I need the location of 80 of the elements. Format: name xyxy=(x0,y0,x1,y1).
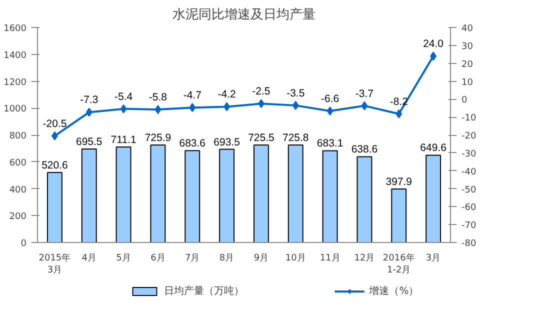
point xyxy=(361,101,368,110)
bar xyxy=(356,156,372,242)
data-label: 693.5 xyxy=(214,136,240,148)
data-label: 520.6 xyxy=(42,160,68,172)
data-label: -4.2 xyxy=(218,88,236,101)
data-label: 725.8 xyxy=(282,132,309,144)
x-tick-label: 4月 xyxy=(82,254,96,264)
data-label: 695.5 xyxy=(76,136,102,148)
y2-tick-label: -80 xyxy=(462,239,476,249)
x-tick-label: 10月 xyxy=(285,254,306,264)
y-tick-label: 0 xyxy=(20,239,27,249)
bar xyxy=(150,144,166,242)
y-tick-label: 1000 xyxy=(4,104,27,115)
data-label: 725.9 xyxy=(144,132,172,144)
y2-tick-label: 20 xyxy=(462,60,474,70)
data-label: 725.5 xyxy=(248,132,275,144)
y2-tick-label: -10 xyxy=(462,114,476,124)
y-tick-label: 1400 xyxy=(4,50,27,61)
point xyxy=(86,108,92,117)
data-label: 638.6 xyxy=(351,144,378,156)
bar xyxy=(288,144,304,242)
legend-label: 日均产量（万吨） xyxy=(164,284,244,298)
y-tick-label: 1600 xyxy=(4,24,27,34)
y-tick-label: 800 xyxy=(9,132,27,142)
y2-tick-label: -70 xyxy=(462,221,476,232)
y2-tick-label: 10 xyxy=(462,78,474,88)
data-label: 397.9 xyxy=(386,176,412,188)
bar xyxy=(184,150,200,242)
data-label: 711.1 xyxy=(110,134,136,146)
x-tick-label: 9月 xyxy=(254,254,269,264)
data-label: 683.6 xyxy=(179,138,206,150)
bar xyxy=(46,172,62,242)
point xyxy=(326,106,334,116)
legend-label: 增速（%） xyxy=(369,284,419,298)
bar xyxy=(253,144,269,242)
bar xyxy=(322,150,338,242)
point xyxy=(120,104,127,114)
x-tick-label: 6月 xyxy=(150,254,166,264)
data-label: -20.5 xyxy=(42,118,67,130)
x-tick-label: 11月 xyxy=(320,254,340,264)
y2-tick-label: 30 xyxy=(462,42,474,52)
y2-tick-label: 0 xyxy=(462,96,468,106)
x-tick-label: 12月 xyxy=(354,254,375,264)
x-tick-label: 3月 xyxy=(426,254,441,264)
y-tick-label: 200 xyxy=(9,212,27,222)
data-label: -7.3 xyxy=(80,94,98,106)
data-label: -5.8 xyxy=(148,92,168,104)
data-label: 24.0 xyxy=(423,38,444,50)
point xyxy=(154,105,162,114)
point xyxy=(292,100,299,110)
bar xyxy=(81,148,97,242)
data-label: -4.7 xyxy=(183,90,202,102)
x-tick-label: 2016年 1-2月 xyxy=(382,252,415,276)
chart-title: 水泥同比增速及日均产量 xyxy=(172,8,316,22)
y2-tick-label: 40 xyxy=(462,24,474,34)
data-label: -5.4 xyxy=(114,90,133,103)
data-label: -3.7 xyxy=(355,88,374,100)
x-tick-label: 2015年 3月 xyxy=(38,252,71,276)
x-tick-label: 7月 xyxy=(185,254,200,264)
data-label: -3.5 xyxy=(286,87,305,100)
y2-tick-label: -50 xyxy=(462,185,476,196)
y2-tick-label: -30 xyxy=(462,149,476,160)
y2-tick-label: -60 xyxy=(462,203,476,214)
y2-tick-label: -40 xyxy=(462,167,476,178)
bar xyxy=(219,148,235,242)
point xyxy=(189,103,196,112)
data-label: -6.6 xyxy=(320,92,340,105)
data-label: 683.1 xyxy=(316,138,344,150)
data-label: 649.6 xyxy=(420,142,447,154)
x-tick-label: 5月 xyxy=(116,254,131,264)
y2-tick-label: -20 xyxy=(462,132,476,142)
y-tick-label: 600 xyxy=(9,158,27,168)
x-tick-label: 8月 xyxy=(219,254,234,264)
y-tick-label: 400 xyxy=(9,185,27,196)
bar xyxy=(391,188,407,242)
data-label: -2.5 xyxy=(252,86,270,98)
bar xyxy=(426,154,442,242)
y-tick-label: 1200 xyxy=(4,78,27,88)
point xyxy=(396,109,402,118)
bar xyxy=(116,146,132,242)
